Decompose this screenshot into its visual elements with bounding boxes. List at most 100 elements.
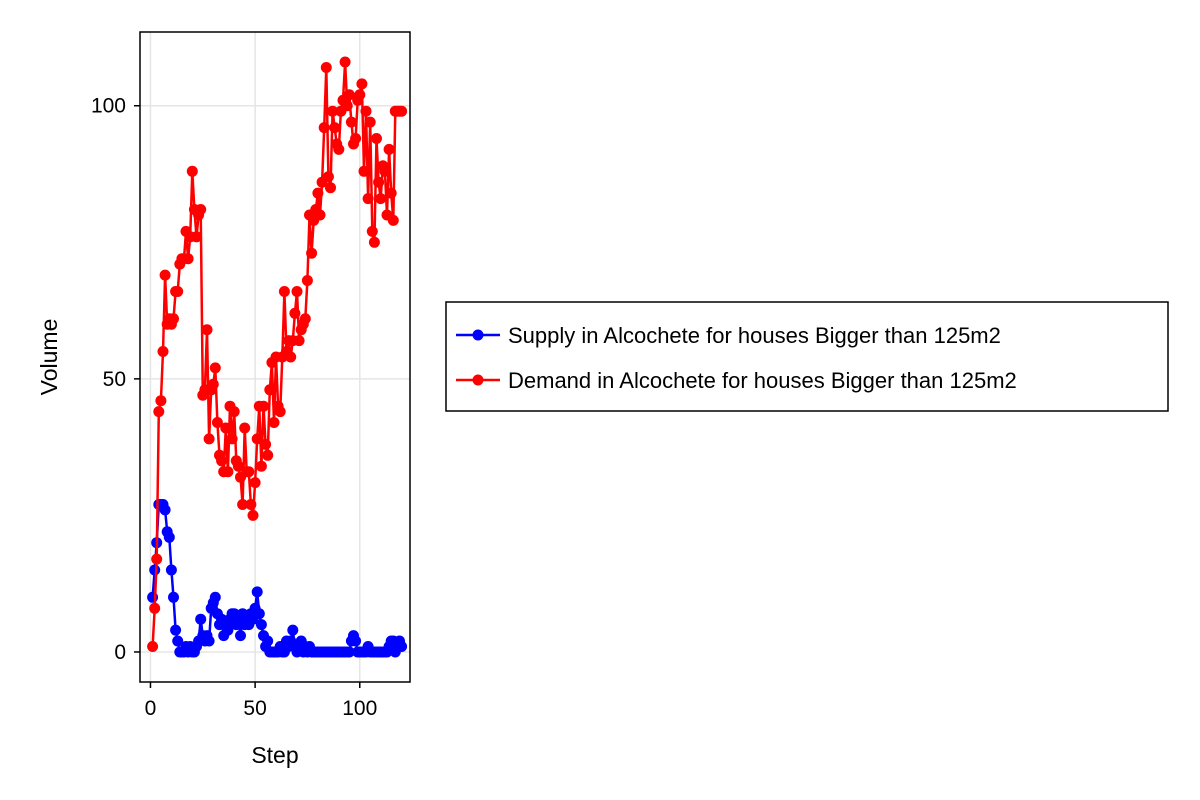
- demand-point: [182, 253, 194, 265]
- demand-point: [239, 422, 251, 434]
- demand-point: [226, 433, 238, 445]
- demand-point: [333, 143, 345, 155]
- demand-point: [186, 165, 198, 177]
- demand-point: [354, 89, 366, 101]
- demand-point: [274, 406, 286, 418]
- demand-point: [268, 417, 280, 428]
- demand-point: [360, 105, 372, 117]
- demand-point: [293, 335, 305, 347]
- y-axis-label: Volume: [36, 319, 62, 396]
- demand-point: [251, 433, 263, 445]
- demand-point: [149, 602, 161, 614]
- demand-point: [322, 171, 334, 183]
- supply-point: [168, 591, 179, 603]
- demand-point: [364, 116, 376, 128]
- supply-point: [262, 635, 274, 647]
- demand-point: [396, 105, 408, 117]
- demand-point: [147, 641, 159, 652]
- demand-point: [379, 165, 391, 177]
- supply-point: [163, 531, 175, 543]
- demand-point: [356, 78, 368, 90]
- demand-point: [153, 406, 165, 418]
- demand-point: [327, 105, 339, 117]
- demand-point: [306, 247, 318, 259]
- demand-point: [341, 100, 353, 112]
- supply-point: [255, 619, 267, 631]
- demand-point: [159, 269, 171, 281]
- demand-point: [301, 275, 313, 286]
- x-tick-label: 100: [342, 697, 377, 720]
- demand-point: [243, 466, 255, 478]
- supply-point: [396, 641, 408, 652]
- demand-point: [314, 209, 326, 221]
- plot-frame: [139, 31, 411, 683]
- demand-point: [222, 466, 234, 478]
- demand-point: [289, 307, 301, 319]
- series-demand: [147, 56, 408, 652]
- demand-point: [228, 406, 240, 418]
- demand-point: [247, 509, 259, 521]
- y-tick-label: 100: [91, 95, 126, 118]
- supply-point: [165, 564, 177, 576]
- legend-supply-label: Supply in Alcochete for houses Bigger th…: [508, 323, 1001, 348]
- demand-point: [260, 438, 272, 450]
- demand-point: [209, 362, 221, 374]
- supply-point: [159, 504, 171, 516]
- demand-point: [191, 231, 202, 243]
- demand-point: [343, 89, 355, 101]
- demand-point: [264, 384, 276, 396]
- supply-point: [343, 646, 355, 658]
- supply-point: [149, 564, 161, 576]
- x-tick-label: 50: [243, 697, 266, 720]
- demand-point: [387, 214, 399, 226]
- supply-point: [203, 635, 215, 647]
- y-tick-label: 0: [114, 641, 126, 664]
- demand-point: [366, 225, 378, 237]
- series-layer: [147, 56, 408, 658]
- supply-point: [172, 635, 184, 647]
- demand-point: [362, 193, 374, 205]
- demand-point: [329, 122, 341, 134]
- axis-ticks: 0 50 100 0 50 100: [91, 95, 377, 720]
- legend-box: [445, 301, 1169, 412]
- demand-point: [278, 286, 290, 297]
- demand-point: [385, 187, 397, 199]
- demand-point: [211, 417, 223, 428]
- demand-point: [220, 422, 232, 434]
- demand-point: [157, 346, 169, 357]
- demand-point: [201, 324, 213, 336]
- demand-point: [195, 204, 207, 215]
- demand-point: [350, 133, 362, 144]
- supply-point: [235, 630, 246, 642]
- demand-point: [262, 449, 274, 461]
- supply-point: [195, 613, 207, 625]
- demand-point: [255, 460, 267, 472]
- demand-point: [383, 143, 395, 155]
- demand-point: [318, 122, 330, 134]
- supply-point: [222, 624, 234, 636]
- demand-point: [345, 116, 357, 128]
- demand-point: [203, 433, 215, 445]
- demand-point: [245, 499, 257, 510]
- supply-point: [287, 624, 299, 636]
- demand-point: [320, 62, 332, 73]
- demand-point: [232, 460, 244, 472]
- supply-point: [170, 624, 182, 636]
- supply-point: [253, 608, 265, 620]
- x-axis-label: Step: [251, 742, 298, 768]
- demand-point: [312, 187, 324, 199]
- demand-point: [358, 165, 370, 177]
- demand-point: [339, 56, 351, 68]
- y-tick-label: 50: [103, 368, 126, 391]
- legend-demand-label: Demand in Alcochete for houses Bigger th…: [508, 368, 1017, 393]
- demand-point: [151, 553, 163, 565]
- demand-point: [373, 176, 385, 188]
- demand-point: [207, 378, 219, 390]
- demand-point: [285, 351, 297, 363]
- demand-point: [299, 313, 311, 325]
- legend-supply-marker: [472, 329, 484, 341]
- demand-point: [291, 286, 303, 297]
- demand-point: [371, 133, 382, 144]
- supply-line: [151, 503, 403, 654]
